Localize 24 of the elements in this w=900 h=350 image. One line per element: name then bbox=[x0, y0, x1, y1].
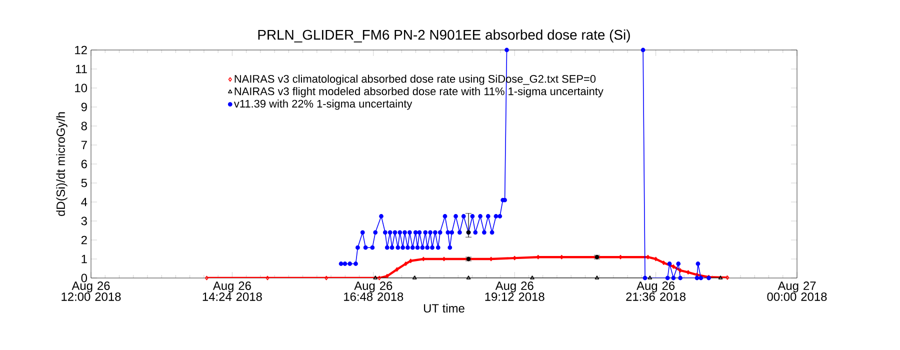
y-tick-label: 4 bbox=[81, 198, 88, 206]
y-tick-label: 6 bbox=[81, 160, 87, 168]
y-tick-label: 12 bbox=[75, 46, 87, 54]
x-tick-label: Aug 26 12:00 2018 bbox=[62, 282, 121, 301]
y-tick-label: 3 bbox=[81, 216, 87, 226]
x-axis-title: UT time bbox=[424, 304, 464, 313]
y-axis-title: dD(Si)/dt microGy/h bbox=[56, 112, 68, 216]
y-tick-label: 2 bbox=[81, 236, 87, 244]
y-tick-label: 9 bbox=[81, 102, 87, 112]
legend-label: v11.39 with 22% 1-sigma uncertainty bbox=[234, 100, 412, 110]
x-tick-label: Aug 26 14:24 2018 bbox=[202, 282, 262, 301]
y-tick-label: 0 bbox=[81, 274, 88, 282]
legend-label: NAIRAS v3 flight modeled absorbed dose rate with 11% 1-sigma uncertainty bbox=[234, 87, 604, 98]
chart-title: PRLN_GLIDER_FM6 PN-2 N901EE absorbed dose rate (Si) bbox=[258, 30, 630, 43]
x-tick-label: Aug 26 19:12 2018 bbox=[485, 282, 544, 301]
y-tick-label: 8 bbox=[81, 122, 87, 130]
y-tick-label: 11 bbox=[76, 64, 87, 74]
x-tick-label: Aug 26 21:36 2018 bbox=[626, 282, 686, 301]
y-tick-label: 1 bbox=[82, 254, 87, 264]
x-tick-label: Aug 27 00:00 2018 bbox=[767, 282, 827, 301]
y-tick-label: 10 bbox=[75, 84, 88, 92]
y-tick-label: 7 bbox=[81, 140, 87, 150]
y-tick-label: 5 bbox=[81, 178, 87, 188]
x-tick-label: Aug 26 16:48 2018 bbox=[344, 282, 404, 301]
